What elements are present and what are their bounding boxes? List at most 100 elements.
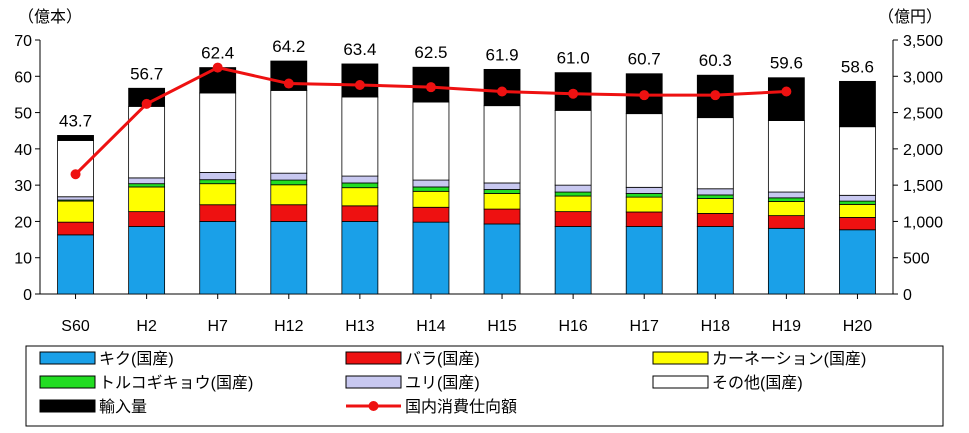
bar-segment	[412, 221, 450, 295]
legend-box	[25, 345, 944, 427]
bar-segment	[199, 204, 237, 222]
bar-segment	[554, 211, 592, 227]
right-tick-label: 2,000	[903, 142, 943, 159]
left-tick-label: 0	[23, 287, 32, 304]
x-tick-label: H18	[701, 318, 730, 335]
x-tick-label: H20	[843, 318, 872, 335]
right-tick-label: 1,500	[903, 178, 943, 195]
bar-segment	[696, 194, 734, 199]
bar-segment	[554, 109, 592, 186]
bar-segment	[483, 193, 521, 210]
line-series-point	[283, 78, 294, 89]
legend-swatch	[345, 375, 402, 389]
total-data-label: 61.9	[485, 45, 518, 64]
line-series-point	[354, 79, 365, 90]
legend-swatch	[39, 375, 96, 389]
bar-segment	[128, 226, 166, 295]
bar-segment	[57, 221, 94, 236]
bar-segment	[625, 196, 663, 213]
left-tick-label: 50	[14, 106, 32, 123]
bar-segment	[767, 201, 805, 217]
bar-segment	[767, 197, 805, 202]
legend-label: 国内消費仕向額	[405, 398, 517, 416]
bar-segment	[128, 186, 166, 213]
bar-segment	[839, 194, 876, 202]
x-tick-label: H12	[274, 318, 303, 335]
bar-segment	[625, 113, 663, 188]
bar-segment	[839, 126, 876, 196]
bar-segment	[625, 211, 663, 227]
bar-segment	[483, 189, 521, 194]
line-series-point	[781, 86, 792, 97]
bar-segment	[270, 184, 308, 206]
total-data-label: 62.4	[201, 44, 234, 63]
bar-segment	[412, 190, 450, 208]
line-series-point	[70, 169, 81, 180]
line-series-point	[497, 86, 508, 97]
bar-segment	[199, 221, 237, 295]
x-tick-label: H16	[558, 318, 587, 335]
right-tick-label: 3,000	[903, 69, 943, 86]
total-data-label: 62.5	[414, 43, 447, 62]
legend-label: トルコギキョウ(国産)	[99, 374, 253, 392]
x-tick-label: H19	[772, 318, 801, 335]
total-data-label: 58.6	[841, 57, 874, 76]
total-data-label: 60.7	[628, 50, 661, 69]
legend-label: 輸入量	[99, 398, 147, 416]
legend-swatch	[652, 375, 709, 389]
x-tick-label: S60	[61, 318, 90, 335]
bar-segment	[554, 195, 592, 213]
bar-segment	[270, 90, 308, 174]
bar-segment	[412, 179, 450, 188]
bar-segment	[696, 213, 734, 227]
total-data-label: 56.7	[130, 64, 163, 83]
total-data-label: 64.2	[272, 37, 305, 56]
bar-segment	[625, 226, 663, 295]
right-tick-label: 500	[903, 251, 930, 268]
bar-segment	[767, 120, 805, 193]
bar-segment	[199, 183, 237, 206]
legend-swatch	[652, 351, 709, 365]
bar-segment	[767, 77, 805, 121]
bar-segment	[412, 101, 450, 181]
legend-label: バラ(国産)	[405, 350, 480, 368]
bar-segment	[839, 229, 876, 295]
bar-segment	[341, 182, 379, 189]
right-tick-label: 1,000	[903, 214, 943, 231]
right-tick-label: 0	[903, 287, 912, 304]
bar-segment	[696, 117, 734, 190]
bar-segment	[270, 221, 308, 295]
x-tick-label: H15	[487, 318, 516, 335]
bar-segment	[767, 215, 805, 229]
bar-segment	[128, 177, 166, 185]
legend-label: キク(国産)	[99, 350, 174, 368]
bar-segment	[128, 211, 166, 227]
legend-label: その他(国産)	[712, 374, 803, 392]
bar-segment	[270, 172, 308, 181]
line-series-point	[141, 98, 152, 109]
bar-segment	[839, 217, 876, 231]
x-tick-label: H2	[136, 318, 157, 335]
bar-segment	[412, 206, 450, 223]
bar-segment	[483, 182, 521, 190]
line-series-point	[568, 88, 579, 99]
legend-swatch	[39, 351, 96, 365]
right-tick-label: 2,500	[903, 106, 943, 123]
line-series-point	[212, 62, 223, 73]
legend-swatch	[39, 399, 96, 413]
left-tick-label: 10	[14, 251, 32, 268]
bar-segment	[839, 200, 876, 205]
bar-segment	[412, 186, 450, 192]
bar-segment	[128, 106, 166, 179]
bar-segment	[554, 226, 592, 295]
x-tick-label: H7	[207, 318, 228, 335]
x-tick-label: H17	[630, 318, 659, 335]
bar-segment	[341, 205, 379, 222]
total-data-label: 61.0	[557, 49, 590, 68]
bar-segment	[57, 196, 94, 201]
bar-segment	[57, 234, 94, 295]
bar-segment	[696, 188, 734, 196]
bar-segment	[57, 200, 94, 223]
left-tick-label: 30	[14, 178, 32, 195]
